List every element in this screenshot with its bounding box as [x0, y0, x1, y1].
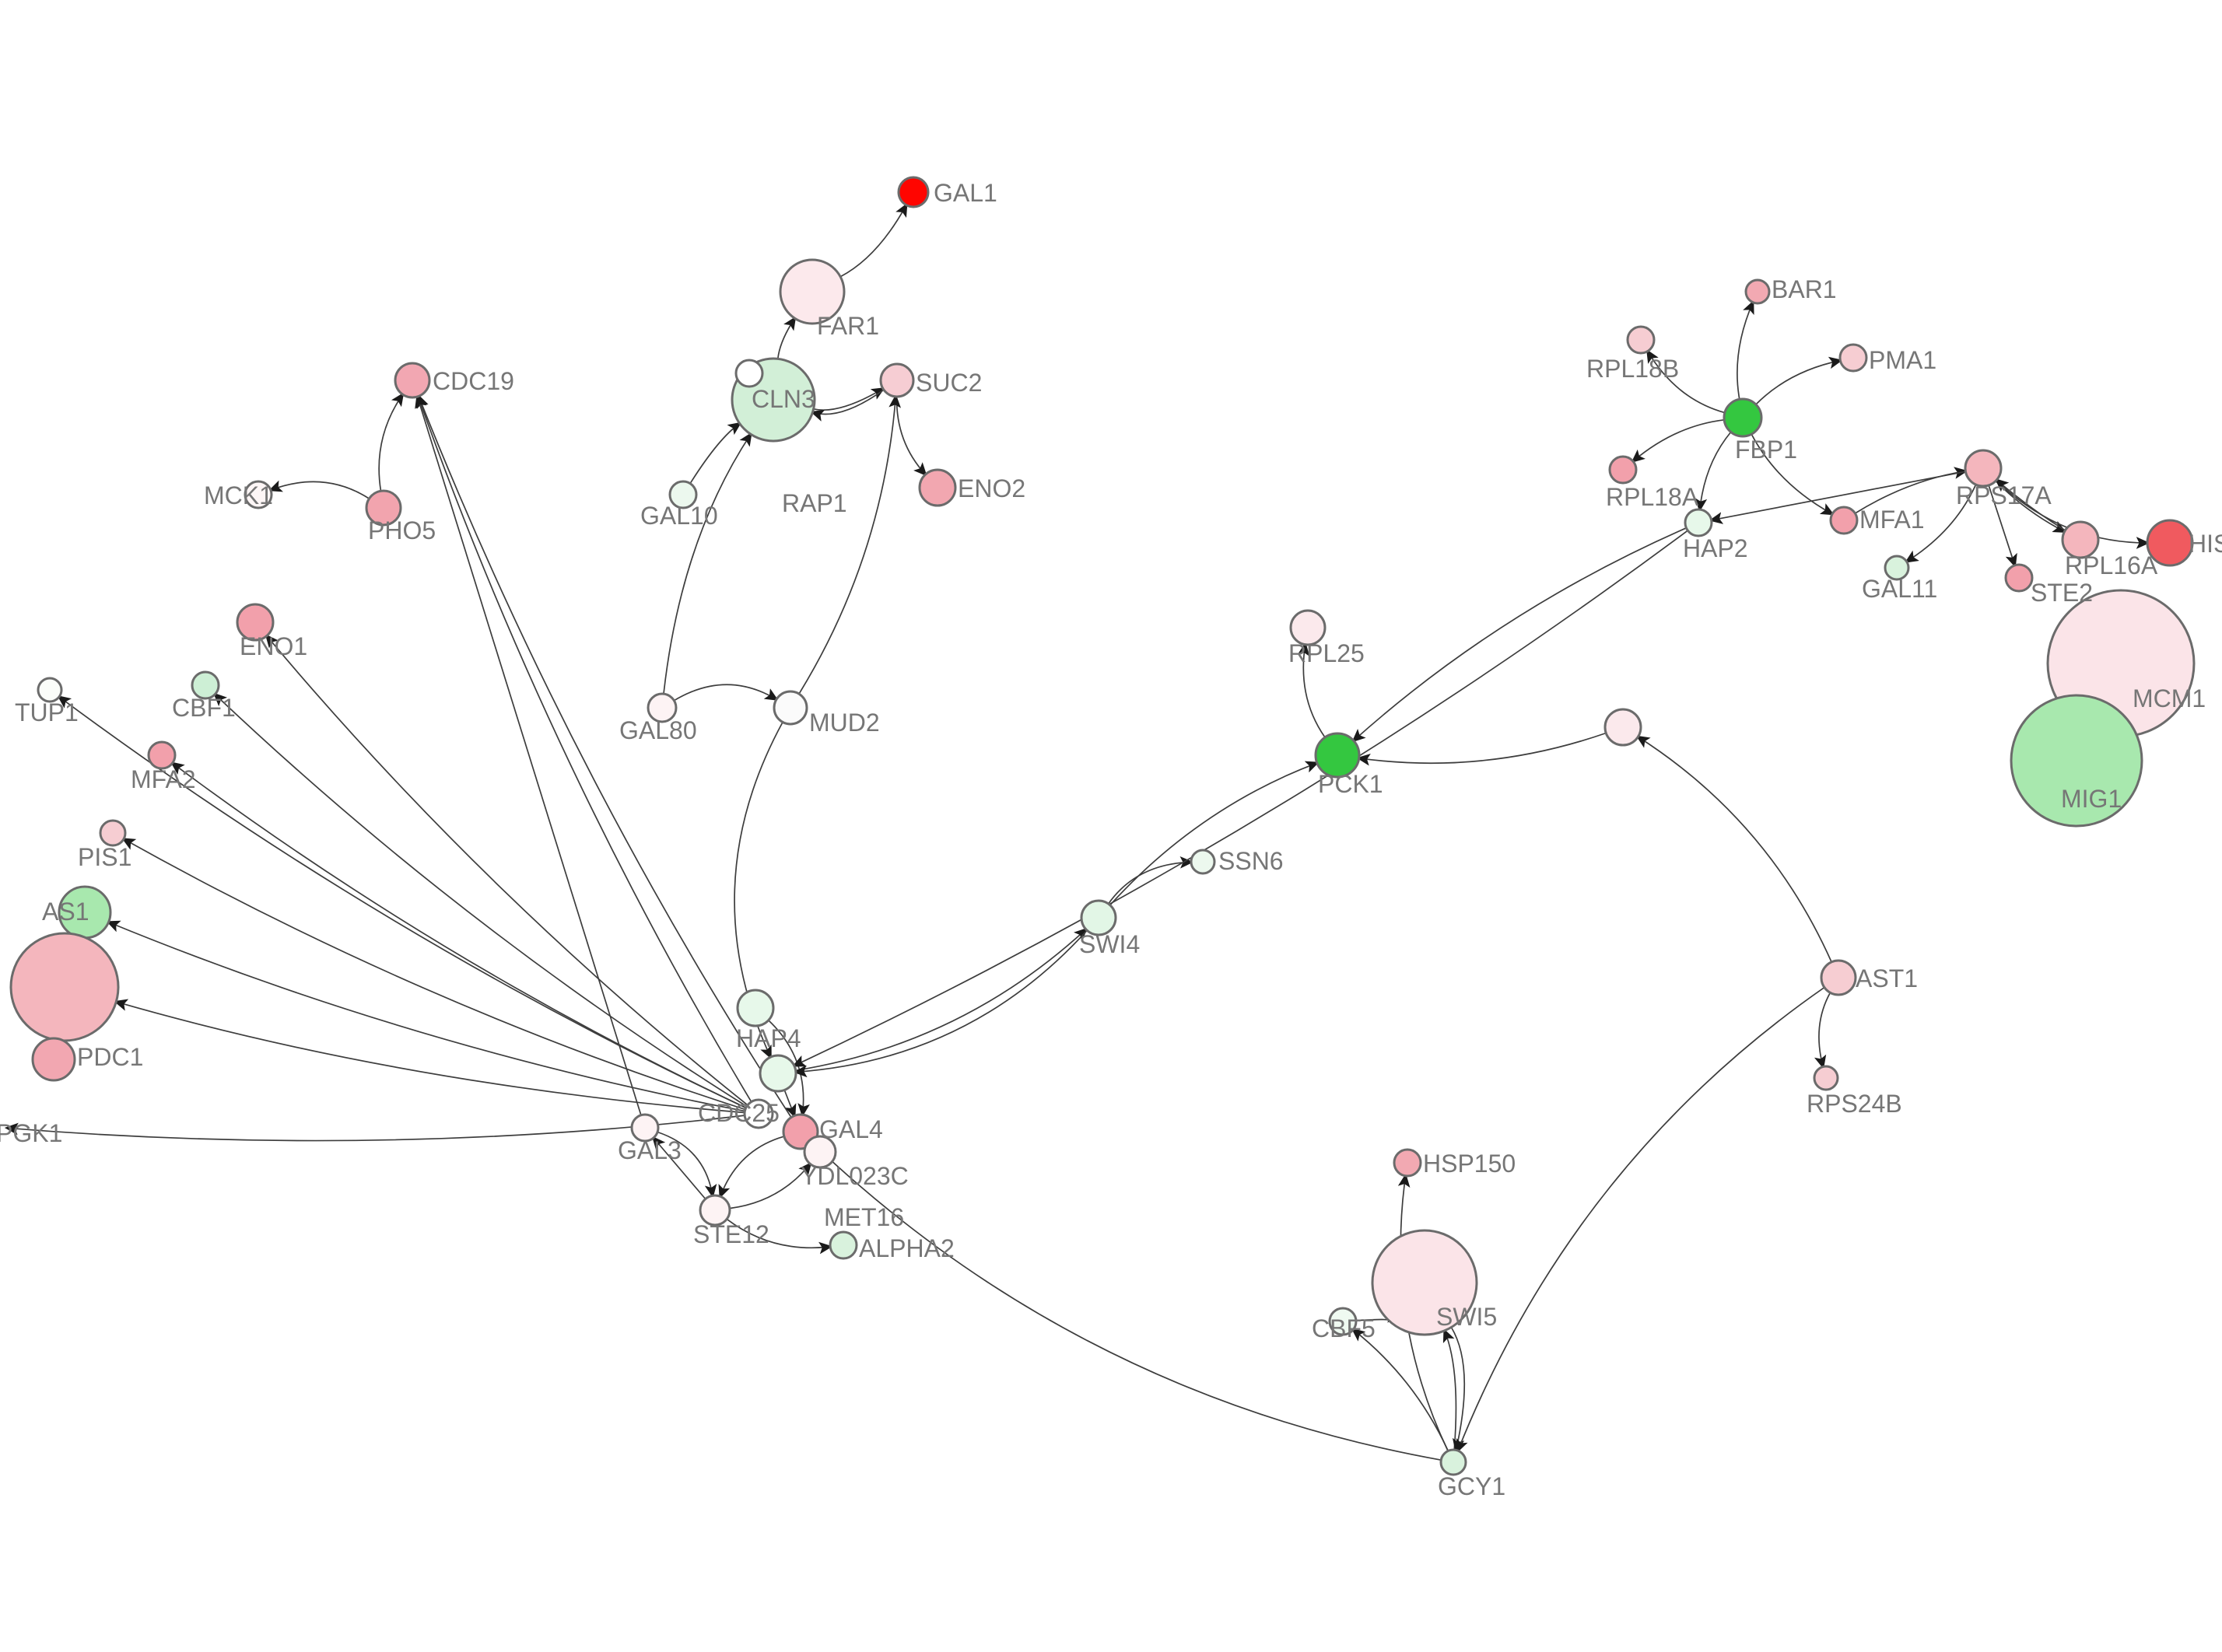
svg-text:GAL11: GAL11 — [1862, 575, 1937, 603]
svg-text:ALPHA2: ALPHA2 — [859, 1234, 955, 1262]
svg-text:MFA2: MFA2 — [131, 765, 196, 793]
svg-text:BAR1: BAR1 — [1772, 275, 1837, 303]
svg-text:HAP2: HAP2 — [1683, 534, 1748, 562]
svg-text:GAL1: GAL1 — [934, 179, 997, 207]
svg-text:ENO2: ENO2 — [958, 474, 1025, 502]
svg-text:MUD2: MUD2 — [809, 709, 880, 737]
svg-text:PMA1: PMA1 — [1869, 346, 1936, 374]
svg-text:MFA1: MFA1 — [1859, 506, 1925, 534]
svg-text:RPS24B: RPS24B — [1807, 1090, 1902, 1118]
svg-text:CBF5: CBF5 — [1312, 1314, 1376, 1342]
svg-text:AS1: AS1 — [42, 898, 89, 926]
svg-text:TUP1: TUP1 — [15, 698, 79, 726]
svg-text:FAR1: FAR1 — [817, 312, 879, 340]
svg-text:GAL80: GAL80 — [619, 716, 697, 744]
svg-text:HIS4: HIS4 — [2189, 530, 2222, 558]
svg-text:MET16: MET16 — [824, 1203, 904, 1231]
svg-text:PCK1: PCK1 — [1318, 770, 1383, 798]
svg-text:RPS17A: RPS17A — [1956, 481, 2052, 509]
svg-text:PIS1: PIS1 — [78, 843, 131, 871]
svg-text:MIG1: MIG1 — [2061, 785, 2122, 813]
svg-text:RPL16A: RPL16A — [2065, 551, 2158, 579]
svg-text:STE12: STE12 — [693, 1220, 769, 1248]
svg-text:FBP1: FBP1 — [1735, 436, 1797, 464]
svg-text:GAL4: GAL4 — [819, 1115, 883, 1143]
svg-text:GCY1: GCY1 — [1438, 1472, 1505, 1500]
svg-text:PGK1: PGK1 — [0, 1119, 62, 1147]
svg-text:MCK1: MCK1 — [204, 481, 273, 509]
svg-text:STE2: STE2 — [2031, 579, 2093, 607]
svg-text:CBF1: CBF1 — [172, 694, 236, 722]
svg-text:GAL10: GAL10 — [640, 502, 718, 530]
svg-text:ENO1: ENO1 — [240, 632, 307, 660]
svg-text:PHO5: PHO5 — [368, 516, 436, 544]
svg-text:PDC1: PDC1 — [77, 1043, 143, 1071]
svg-text:RAP1: RAP1 — [782, 489, 847, 517]
svg-text:RPL18B: RPL18B — [1586, 355, 1679, 383]
svg-text:SWI4: SWI4 — [1079, 930, 1140, 958]
svg-text:SSN6: SSN6 — [1218, 847, 1284, 875]
svg-text:HAP4: HAP4 — [736, 1024, 801, 1052]
svg-text:CLN3: CLN3 — [752, 385, 815, 413]
svg-text:HSP150: HSP150 — [1423, 1150, 1516, 1178]
svg-text:RPL25: RPL25 — [1288, 639, 1365, 667]
svg-text:SUC2: SUC2 — [916, 369, 982, 397]
svg-text:CDC25: CDC25 — [698, 1099, 780, 1127]
svg-text:SWI5: SWI5 — [1436, 1303, 1497, 1331]
svg-text:CDC19: CDC19 — [433, 367, 514, 395]
svg-text:AST1: AST1 — [1856, 964, 1918, 992]
svg-text:YDL023C: YDL023C — [801, 1162, 909, 1190]
svg-text:GAL3: GAL3 — [618, 1136, 682, 1164]
svg-text:MCM1: MCM1 — [2133, 684, 2206, 712]
svg-text:RPL18A: RPL18A — [1606, 483, 1699, 511]
